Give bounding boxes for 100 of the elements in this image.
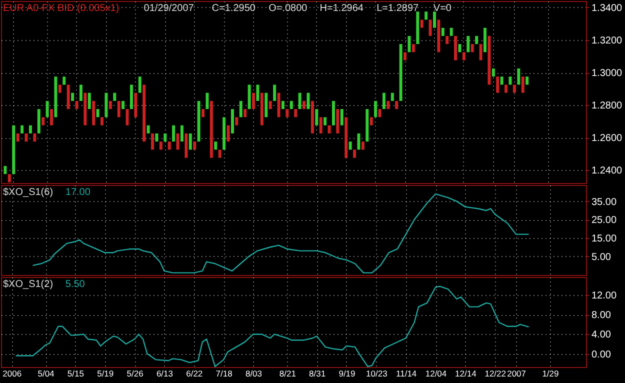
bar	[130, 84, 133, 110]
bar	[235, 117, 238, 126]
bar	[184, 133, 188, 158]
y-tick-label: 1.2800	[592, 100, 623, 112]
bar	[188, 133, 192, 150]
bar	[332, 100, 335, 126]
bar	[521, 76, 524, 93]
bar	[12, 125, 16, 174]
bar	[286, 109, 289, 118]
annotation: C=1.2950	[212, 3, 256, 14]
x-tick-label: 8/31	[309, 368, 326, 378]
bar	[294, 109, 298, 118]
bar	[24, 133, 28, 142]
bar	[479, 44, 482, 60]
bar	[340, 109, 344, 126]
bar	[366, 109, 369, 142]
y-tick-label: 1.3200	[592, 36, 623, 46]
bar	[319, 117, 322, 134]
bar	[268, 100, 272, 110]
bar	[62, 76, 66, 85]
bar	[306, 92, 310, 110]
x-tick-label: 2006	[2, 368, 22, 378]
bar	[432, 12, 436, 28]
bar	[298, 92, 302, 110]
bar	[222, 117, 226, 150]
bar	[248, 84, 251, 110]
bar	[290, 100, 293, 110]
x-tick-label: 6/13	[156, 368, 174, 378]
bar	[504, 84, 508, 93]
bar	[526, 76, 529, 85]
bar	[344, 117, 348, 158]
bar	[348, 142, 352, 150]
x-tick-label: 2007	[507, 368, 526, 378]
bar	[146, 125, 150, 134]
bar	[428, 20, 432, 36]
bar	[176, 133, 180, 150]
bar	[8, 174, 11, 182]
bar	[475, 36, 478, 44]
bar	[4, 166, 7, 174]
bar	[353, 150, 356, 158]
bar	[252, 92, 256, 110]
bar	[151, 133, 154, 150]
x-tick-label: 10/23	[366, 368, 388, 378]
bar	[58, 84, 62, 93]
bar	[512, 84, 516, 93]
bar	[450, 28, 453, 36]
bar	[256, 84, 260, 101]
y-tick-label: 25.00	[592, 215, 617, 226]
x-tick-label: 12/22	[484, 368, 506, 378]
x-tick-label: 5/26	[126, 368, 144, 378]
x-tick-label: 12/04	[425, 368, 447, 378]
bar	[408, 36, 411, 52]
bar	[500, 76, 504, 85]
bar	[214, 142, 218, 150]
y-tick-label: 5.00	[592, 252, 612, 263]
bar	[168, 142, 171, 150]
bar	[470, 44, 474, 52]
y-tick-label: 35.00	[592, 196, 617, 208]
bar	[71, 92, 74, 101]
bar	[390, 92, 394, 101]
y-tick-label: 1.3000	[592, 68, 623, 79]
bar	[324, 117, 327, 126]
x-tick-label: 7/18	[216, 368, 233, 378]
bar	[104, 92, 108, 118]
bar	[66, 84, 70, 110]
bar	[412, 44, 415, 52]
x-tick-label: 5/15	[67, 368, 84, 378]
bar	[46, 100, 49, 118]
bar	[446, 36, 449, 44]
bar	[226, 125, 230, 142]
bar	[404, 52, 407, 60]
bar	[454, 36, 458, 60]
y-tick-label: 0.00	[592, 349, 612, 360]
bar	[508, 76, 512, 85]
bar	[273, 84, 276, 101]
annotation: 5.50	[65, 279, 86, 290]
bar	[264, 92, 268, 118]
x-tick-label: 5/04	[38, 368, 55, 378]
bar	[96, 109, 100, 118]
x-tick-label: 9/19	[338, 368, 356, 378]
bar	[79, 84, 82, 101]
bar	[134, 92, 138, 118]
bar	[466, 36, 470, 52]
bar	[84, 92, 87, 126]
bar	[416, 12, 420, 44]
bar	[492, 68, 495, 77]
bar	[33, 133, 36, 142]
bar	[310, 100, 314, 134]
bar	[437, 20, 440, 52]
chart-title: $XO_S1(6)	[3, 187, 54, 198]
x-tick-label: 5/19	[97, 368, 114, 378]
bar	[488, 36, 491, 85]
x-tick-label: 12/14	[455, 368, 477, 378]
bar	[386, 100, 390, 110]
bar	[230, 109, 234, 134]
bar	[302, 100, 306, 110]
bar	[424, 12, 428, 20]
bar	[117, 100, 120, 118]
bar	[54, 76, 58, 118]
bar	[328, 125, 331, 134]
